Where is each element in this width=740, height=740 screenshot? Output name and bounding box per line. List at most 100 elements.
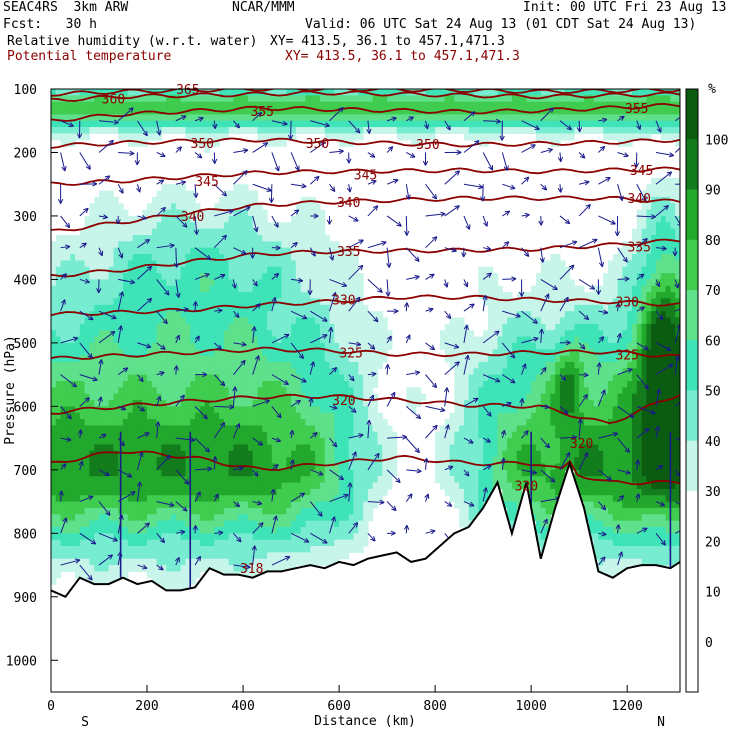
rh-cell (281, 425, 287, 433)
rh-cell (310, 323, 316, 331)
rh-cell (473, 482, 479, 490)
rh-cell (137, 425, 143, 433)
rh-cell (262, 546, 268, 553)
rh-cell (137, 463, 143, 471)
rh-cell (175, 127, 182, 135)
rh-cell (372, 355, 379, 363)
rh-cell (55, 120, 62, 128)
rh-cell (281, 247, 287, 255)
rh-cell (262, 552, 268, 560)
rh-cell (243, 95, 249, 103)
rh-cell (444, 488, 451, 496)
rh-cell (343, 533, 350, 541)
rh-cell (195, 330, 201, 338)
rh-cell (459, 361, 465, 369)
rh-cell (334, 304, 340, 312)
rh-cell (334, 539, 340, 547)
rh-cell (319, 387, 326, 395)
rh-cell (151, 533, 158, 541)
rh-cell (147, 228, 153, 236)
rh-cell (343, 120, 350, 128)
rh-cell (286, 292, 292, 300)
rh-cell (151, 304, 158, 312)
rh-cell (262, 387, 268, 395)
rh-cell (415, 139, 422, 147)
rh-cell (363, 349, 369, 357)
rh-cell (271, 533, 278, 541)
rh-cell (75, 514, 81, 522)
rh-cell (151, 279, 158, 287)
rh-cell (79, 368, 86, 376)
rh-cell (439, 463, 446, 471)
rh-cell (228, 292, 235, 300)
rh-cell (166, 431, 172, 439)
rh-cell (123, 273, 129, 281)
rh-cell (79, 349, 86, 357)
rh-cell (271, 222, 278, 230)
rh-cell (262, 539, 268, 547)
rh-cell (291, 507, 297, 515)
rh-cell (228, 501, 235, 509)
rh-cell (171, 457, 177, 465)
rh-cell (132, 254, 139, 261)
rh-cell (108, 215, 115, 223)
rh-cell (372, 400, 379, 407)
rh-cell (324, 546, 331, 553)
rh-cell (166, 425, 172, 433)
rh-cell (276, 469, 283, 477)
rh-cell (315, 114, 321, 122)
rh-cell (363, 419, 369, 427)
rh-cell (339, 431, 345, 439)
rh-cell (291, 234, 297, 242)
rh-cell (166, 412, 172, 420)
rh-cell (459, 463, 465, 471)
rh-cell (214, 380, 220, 388)
rh-cell (55, 101, 62, 109)
rh-cell (166, 406, 172, 414)
rh-cell (238, 368, 244, 376)
rh-cell (142, 304, 148, 312)
rh-cell (103, 304, 110, 312)
rh-cell (108, 526, 115, 534)
rh-cell (267, 374, 273, 382)
rh-cell (305, 304, 311, 312)
rh-cell (195, 361, 201, 369)
rh-cell (108, 203, 115, 211)
rh-cell (305, 89, 311, 96)
rh-cell (171, 203, 177, 211)
rh-cell (103, 273, 110, 281)
rh-cell (84, 127, 91, 135)
rh-cell (247, 444, 254, 452)
rh-cell (363, 450, 369, 458)
rh-cell (223, 222, 230, 230)
rh-cell (195, 419, 201, 427)
rh-cell (103, 260, 110, 268)
rh-cell (55, 469, 62, 477)
rh-cell (324, 368, 331, 376)
rh-cell (219, 368, 225, 376)
rh-cell (262, 89, 268, 96)
rh-cell (324, 127, 331, 135)
rh-cell (190, 330, 196, 338)
rh-cell (238, 120, 244, 128)
rh-cell (55, 571, 62, 579)
rh-cell (166, 247, 172, 255)
rh-cell (84, 482, 91, 490)
rh-cell (156, 419, 163, 427)
rh-cell (175, 546, 182, 553)
rh-cell (315, 558, 321, 566)
rh-cell (151, 285, 158, 293)
rh-cell (103, 520, 110, 528)
rh-cell (214, 400, 220, 407)
rh-cell (166, 285, 172, 293)
rh-cell (367, 400, 374, 407)
rh-cell (60, 533, 67, 541)
rh-cell (75, 368, 81, 376)
rh-cell (286, 260, 292, 268)
rh-cell (247, 355, 254, 363)
rh-cell (161, 361, 167, 369)
rh-cell (286, 400, 292, 407)
rh-cell (238, 228, 244, 236)
rh-cell (487, 330, 494, 338)
rh-cell (199, 298, 206, 306)
